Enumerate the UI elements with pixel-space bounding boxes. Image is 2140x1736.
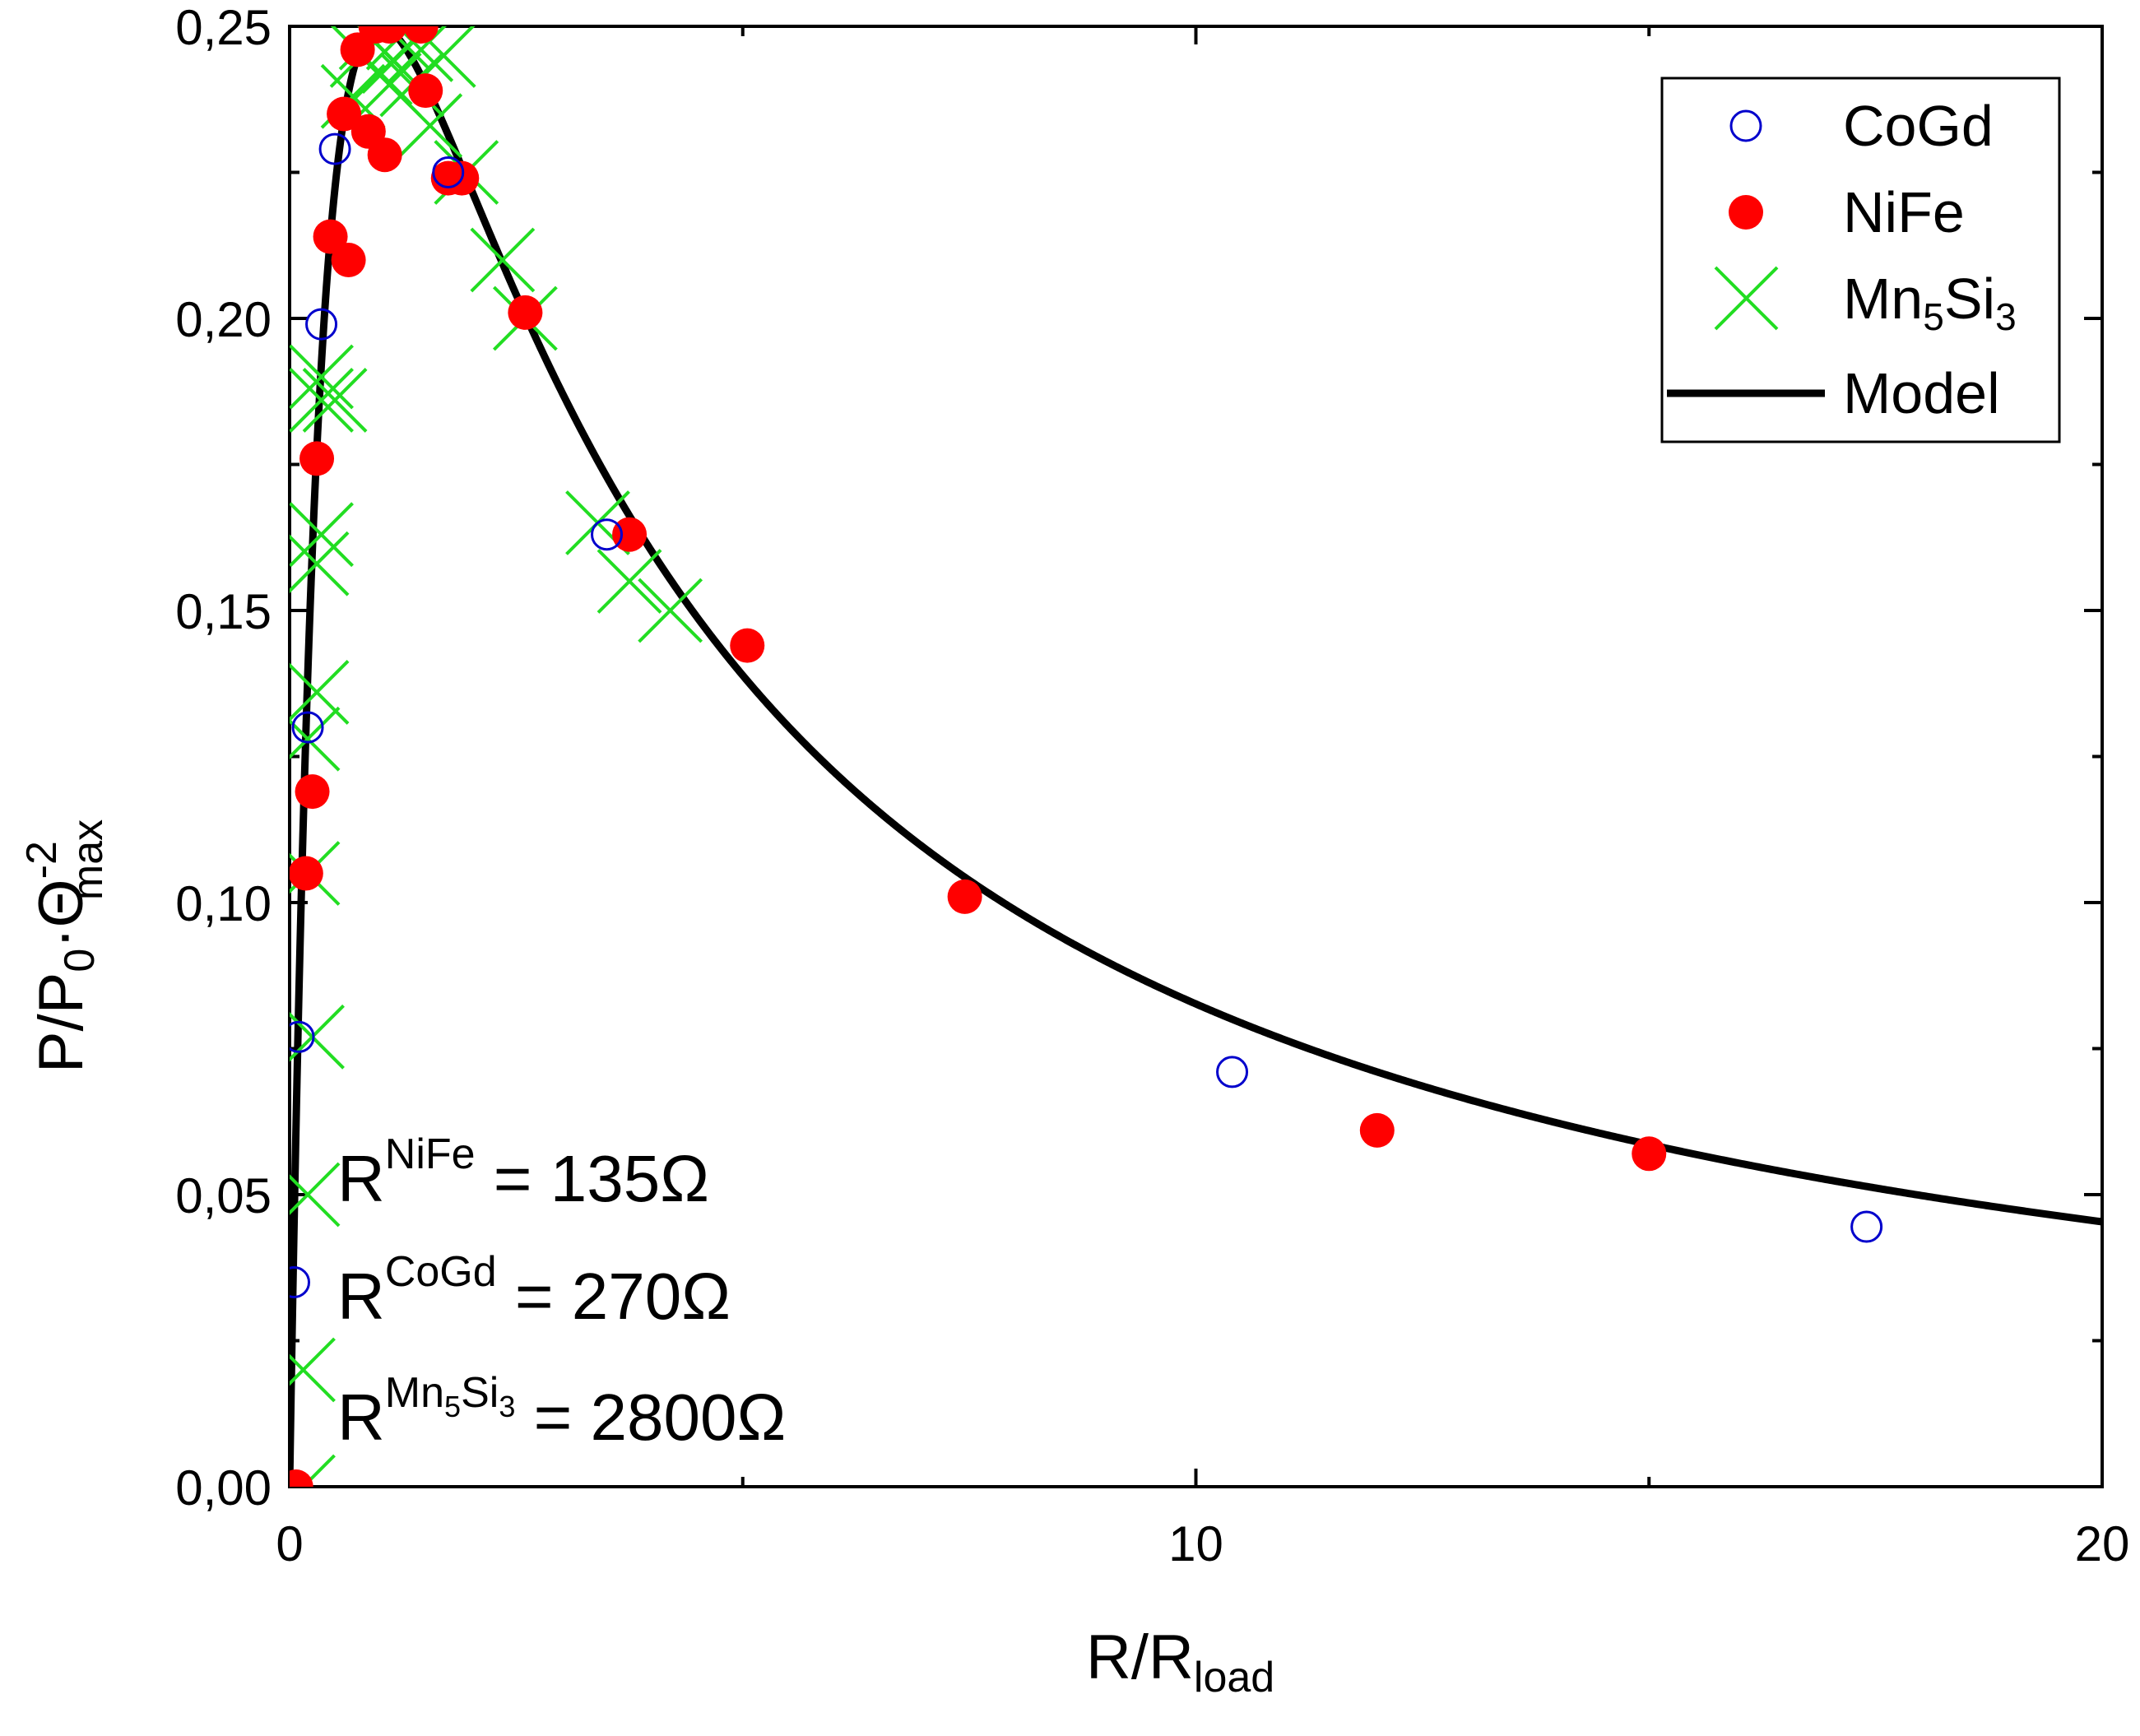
- y-label-sub-max: max: [64, 819, 112, 900]
- y-label-dot: ·: [26, 927, 96, 948]
- mn5si3-point: [290, 367, 354, 433]
- x-tick-label: 20: [2075, 1516, 2130, 1571]
- y-tick-label: 0,20: [175, 292, 272, 347]
- cogd-point: [291, 711, 324, 744]
- nife-point: [299, 441, 335, 476]
- cogd-point: [1216, 1056, 1249, 1088]
- annotation-nife-base: R: [337, 1142, 385, 1215]
- legend-label-nife: NiFe: [1843, 180, 1965, 244]
- legend-box: [1660, 77, 2061, 443]
- mn5si3-point: [290, 1454, 336, 1487]
- nife-point: [290, 856, 323, 891]
- nife-point: [290, 1469, 313, 1487]
- x-label-sub: load: [1194, 1654, 1274, 1701]
- mn5si3-point: [290, 531, 350, 596]
- x-tick-labels: 0 10 20: [276, 1516, 2129, 1571]
- nife-point: [947, 879, 982, 914]
- nife-point: [372, 26, 407, 44]
- model-curve: [290, 26, 2102, 1487]
- resistance-annotations: RNiFe = 135Ω RCoGd = 270Ω RMn5Si3 = 2800…: [337, 1130, 786, 1454]
- nife-point: [408, 73, 443, 109]
- mn5si3-point: [290, 706, 341, 772]
- annotation-nife-value: = 135Ω: [476, 1142, 709, 1215]
- mn5si3-point: [290, 344, 354, 410]
- legend-label-mn5si3: Mn5Si3: [1843, 267, 2017, 338]
- cogd-point: [591, 518, 624, 551]
- y-tick-label: 0,05: [175, 1168, 272, 1223]
- mn5si3-point: [290, 1162, 341, 1228]
- annotation-cogd-sup: CoGd: [385, 1248, 497, 1296]
- nife-point: [313, 219, 348, 254]
- legend-label-cogd: CoGd: [1843, 94, 1994, 158]
- nife-point: [1632, 1136, 1667, 1172]
- nife-point: [331, 243, 366, 277]
- annotation-nife-sup: NiFe: [385, 1130, 476, 1178]
- annotation-cogd: RCoGd = 270Ω: [337, 1248, 731, 1333]
- legend-label-si: Si: [1944, 267, 1995, 331]
- mn5si3-point: [638, 578, 703, 643]
- mn5si3-point: [290, 659, 350, 725]
- cogd-point: [290, 1020, 315, 1053]
- legend-label-sub3: 3: [1995, 295, 2017, 338]
- annotation-mn5si3-sup-mn: Mn: [385, 1369, 444, 1417]
- annotation-mn5si3-sup-si: Si: [461, 1369, 499, 1417]
- x-tick-label: 10: [1168, 1516, 1223, 1571]
- legend-marker-cogd: [1729, 109, 1762, 142]
- annotation-nife: RNiFe = 135Ω: [337, 1130, 709, 1215]
- annotation-mn5si3-sub5: 5: [444, 1390, 461, 1423]
- cogd-point: [290, 1266, 311, 1298]
- mn5si3-point: [470, 227, 536, 293]
- cogd-point: [318, 132, 351, 165]
- annotation-mn5si3-sub3: 3: [499, 1390, 515, 1423]
- annotation-mn5si3-base: R: [337, 1381, 385, 1454]
- y-tick-label: 0,10: [175, 876, 272, 931]
- cogd-point: [1850, 1210, 1883, 1243]
- nife-point: [340, 32, 375, 67]
- y-label-sub0: 0: [56, 949, 104, 972]
- x-tick-label: 0: [276, 1516, 303, 1571]
- x-axis-label: R/Rload: [1086, 1622, 1274, 1701]
- annotation-cogd-value: = 270Ω: [497, 1260, 731, 1333]
- y-tick-label: 0,00: [175, 1460, 272, 1516]
- x-label-main: R/R: [1086, 1622, 1194, 1692]
- y-tick-label: 0,15: [175, 584, 272, 639]
- y-axis-label: P/P0·Θ-2max: [18, 819, 112, 1073]
- mn5si3-point: [290, 1337, 336, 1403]
- cogd-point: [305, 308, 338, 341]
- series-nife: [290, 26, 1667, 1487]
- y-label-p: P/P: [26, 972, 96, 1074]
- legend-marker-mn5si3: [1714, 266, 1779, 331]
- y-tick-labels: 0,00 0,05 0,10 0,15 0,20 0,25: [175, 0, 272, 1516]
- nife-point: [327, 96, 362, 132]
- y-label-theta: Θ: [26, 879, 96, 927]
- nife-point: [295, 774, 330, 810]
- annotation-mn5si3: RMn5Si3 = 2800Ω: [337, 1369, 786, 1454]
- axis-ticks: [288, 25, 2104, 1488]
- legend-label-model: Model: [1843, 361, 2000, 425]
- annotation-mn5si3-value: = 2800Ω: [515, 1381, 786, 1454]
- nife-point: [612, 517, 648, 552]
- nife-point: [508, 295, 543, 330]
- nife-point: [403, 26, 439, 44]
- legend: CoGd NiFe Mn5Si3 Model: [1660, 77, 2061, 443]
- legend-label-sub5: 5: [1923, 295, 1944, 338]
- legend-marker-nife: [1729, 195, 1763, 230]
- nife-point: [367, 137, 402, 173]
- annotation-cogd-base: R: [337, 1260, 385, 1333]
- y-tick-label: 0,25: [175, 0, 272, 55]
- legend-label-mn: Mn: [1843, 267, 1923, 331]
- cogd-point: [432, 156, 465, 188]
- mn5si3-point: [290, 502, 354, 568]
- nife-point: [730, 628, 765, 663]
- mn5si3-point: [597, 549, 662, 614]
- nife-point: [1359, 1112, 1395, 1148]
- mn5si3-point: [397, 93, 463, 159]
- y-label-sup: -2: [18, 841, 66, 879]
- series-cogd: [290, 132, 1883, 1298]
- mn5si3-point: [302, 367, 368, 433]
